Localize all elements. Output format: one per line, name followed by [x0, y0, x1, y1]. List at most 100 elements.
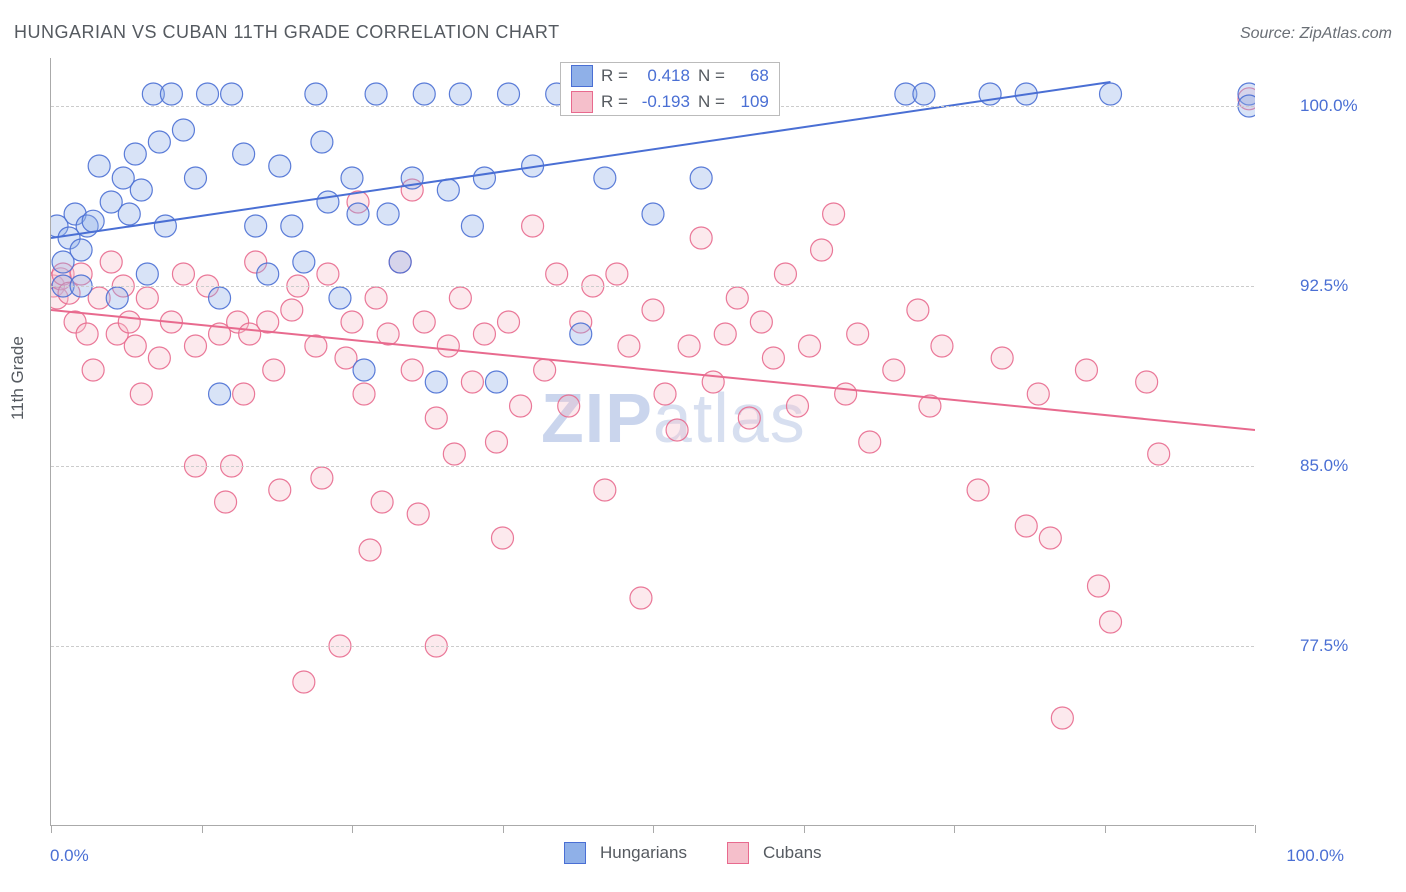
- data-point: [413, 311, 435, 333]
- data-point: [522, 215, 544, 237]
- data-point: [184, 335, 206, 357]
- data-point: [762, 347, 784, 369]
- r-value-hungarians: 0.418: [636, 66, 690, 86]
- data-point: [437, 335, 459, 357]
- data-point: [365, 287, 387, 309]
- data-point: [774, 263, 796, 285]
- data-point: [401, 359, 423, 381]
- data-point: [233, 383, 255, 405]
- n-label: N =: [698, 66, 725, 86]
- data-point: [100, 251, 122, 273]
- data-point: [377, 203, 399, 225]
- legend-label-cubans: Cubans: [763, 843, 822, 863]
- data-point: [690, 227, 712, 249]
- legend-row-hungarians: R = 0.418 N = 68: [561, 63, 779, 89]
- data-point: [1015, 515, 1037, 537]
- data-point: [425, 407, 447, 429]
- data-point: [449, 287, 471, 309]
- data-point: [82, 359, 104, 381]
- data-point: [823, 203, 845, 225]
- data-point: [263, 359, 285, 381]
- xtick: [1105, 825, 1106, 833]
- data-point: [148, 131, 170, 153]
- data-point: [311, 467, 333, 489]
- data-point: [461, 215, 483, 237]
- data-point: [461, 371, 483, 393]
- xtick: [804, 825, 805, 833]
- swatch-hungarians-bottom: [564, 842, 586, 864]
- data-point: [847, 323, 869, 345]
- data-point: [618, 335, 640, 357]
- data-point: [859, 431, 881, 453]
- data-point: [281, 299, 303, 321]
- data-point: [353, 383, 375, 405]
- r-label: R =: [601, 92, 628, 112]
- data-point: [1136, 371, 1158, 393]
- ytick-label: 92.5%: [1300, 276, 1348, 296]
- data-point: [1148, 443, 1170, 465]
- data-point: [281, 215, 303, 237]
- xtick: [954, 825, 955, 833]
- data-point: [654, 383, 676, 405]
- data-point: [485, 371, 507, 393]
- data-point: [726, 287, 748, 309]
- data-point: [835, 383, 857, 405]
- data-point: [136, 263, 158, 285]
- gridline: [51, 286, 1254, 287]
- data-point: [136, 287, 158, 309]
- data-point: [407, 503, 429, 525]
- data-point: [305, 83, 327, 105]
- data-point: [293, 671, 315, 693]
- data-point: [510, 395, 532, 417]
- data-point: [967, 479, 989, 501]
- data-point: [1087, 575, 1109, 597]
- data-point: [88, 155, 110, 177]
- data-point: [594, 167, 616, 189]
- swatch-hungarians: [571, 65, 593, 87]
- data-point: [341, 167, 363, 189]
- xtick: [202, 825, 203, 833]
- swatch-cubans-bottom: [727, 842, 749, 864]
- n-value-cubans: 109: [733, 92, 769, 112]
- data-point: [907, 299, 929, 321]
- data-point: [70, 239, 92, 261]
- legend-label-hungarians: Hungarians: [600, 843, 687, 863]
- xtick: [1255, 825, 1256, 833]
- n-label: N =: [698, 92, 725, 112]
- data-point: [82, 210, 104, 232]
- data-point: [172, 263, 194, 285]
- data-point: [799, 335, 821, 357]
- r-label: R =: [601, 66, 628, 86]
- data-point: [630, 587, 652, 609]
- data-point: [546, 263, 568, 285]
- correlation-legend: R = 0.418 N = 68 R = -0.193 N = 109: [560, 62, 780, 116]
- data-point: [197, 83, 219, 105]
- data-point: [473, 323, 495, 345]
- data-point: [413, 83, 435, 105]
- data-point: [257, 311, 279, 333]
- data-point: [305, 335, 327, 357]
- data-point: [666, 419, 688, 441]
- data-point: [124, 143, 146, 165]
- swatch-cubans: [571, 91, 593, 113]
- data-point: [750, 311, 772, 333]
- r-value-cubans: -0.193: [636, 92, 690, 112]
- ytick-label: 85.0%: [1300, 456, 1348, 476]
- data-point: [353, 359, 375, 381]
- data-point: [738, 407, 760, 429]
- data-point: [558, 395, 580, 417]
- data-point: [130, 179, 152, 201]
- data-point: [473, 167, 495, 189]
- xtick: [352, 825, 353, 833]
- data-point: [425, 371, 447, 393]
- data-point: [76, 323, 98, 345]
- data-point: [124, 335, 146, 357]
- data-point: [690, 167, 712, 189]
- data-point: [883, 359, 905, 381]
- data-point: [485, 431, 507, 453]
- data-point: [347, 203, 369, 225]
- data-point: [172, 119, 194, 141]
- ytick-label: 100.0%: [1300, 96, 1358, 116]
- data-point: [118, 203, 140, 225]
- data-point: [209, 287, 231, 309]
